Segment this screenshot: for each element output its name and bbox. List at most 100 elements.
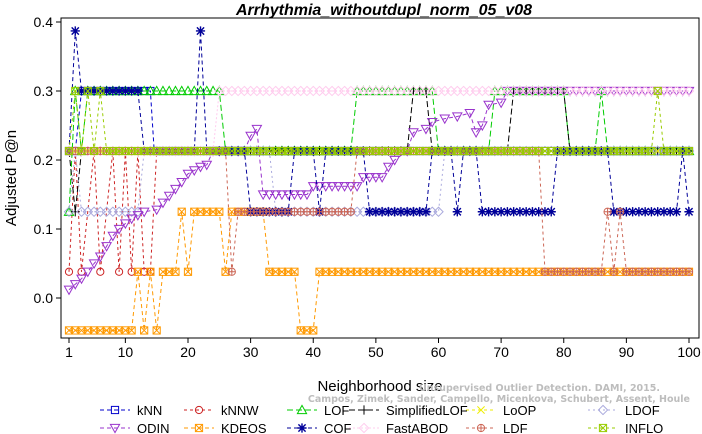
data-point [483,207,494,217]
data-point [101,242,113,252]
data-point [289,190,300,201]
legend-item: KDEOS [184,421,267,434]
data-point [382,162,394,173]
legend-label: kNNW [221,403,259,418]
data-point [377,207,387,217]
data-point [201,85,213,96]
data-point [157,198,169,209]
data-point [634,207,644,217]
data-point [621,207,631,217]
legend-item: LDOF [588,403,660,418]
legend-label: KDEOS [221,421,267,434]
series-inflo [64,86,694,156]
legend-item: FastABOD [349,421,448,434]
data-point [408,207,419,217]
series-odin [63,86,695,296]
legend-label: ODIN [137,421,170,434]
data-point [534,207,544,217]
data-point [171,267,180,276]
data-point [114,86,124,96]
legend-item: LDF [466,421,528,434]
y-axis-label: Adjusted P@n [3,130,20,226]
y-tick-label: 0.3 [34,83,54,99]
data-point [76,274,87,285]
legend-label: FastABOD [386,421,448,434]
legend-item: LoOP [466,403,536,418]
legend-label: SimplifiedLOF [386,403,468,418]
data-point [113,224,125,235]
data-point [659,207,669,217]
x-tick-label: 90 [619,344,635,360]
data-point [70,207,80,217]
data-point [63,285,75,296]
data-point [177,207,186,216]
data-point [152,326,161,335]
data-point [115,267,124,276]
data-point [684,207,694,217]
data-point [389,155,401,166]
data-point [415,207,425,217]
data-point [163,85,175,96]
data-point [201,160,213,171]
data-point [390,207,400,217]
legend-item: COF [287,421,352,434]
data-point [182,169,194,180]
data-point [157,85,169,96]
x-tick-label: 10 [118,344,134,360]
data-point [290,267,299,276]
data-point [370,173,382,183]
data-point [120,86,130,96]
data-point [502,207,512,217]
data-point [263,190,275,201]
data-point [83,86,92,96]
x-tick-label: 30 [243,344,259,360]
data-point [151,85,163,96]
data-point [88,259,100,270]
data-point [270,190,282,201]
data-point [609,267,618,276]
data-point [609,207,619,217]
data-point [470,128,482,139]
data-point [176,177,188,188]
data-point [94,252,106,263]
data-point [490,207,500,217]
data-point [365,207,375,217]
legend-label: COF [324,421,352,434]
data-point [653,207,663,217]
data-point [376,173,388,183]
data-point [127,326,136,335]
data-point [101,86,112,96]
x-tick-label: 80 [556,344,572,360]
series-line [68,150,689,213]
series-line [68,90,689,291]
data-point [182,85,194,96]
data-point [176,85,188,96]
data-point [464,85,476,97]
data-point [483,100,495,111]
data-point [170,85,181,96]
data-point [426,117,438,128]
legend-label: LDOF [625,403,660,418]
data-point [671,207,682,217]
data-point [195,162,206,173]
x-tick-label: 1 [65,344,73,360]
legend-label: kNN [137,403,162,418]
legend-label: LDF [503,421,528,434]
data-point [71,86,80,96]
data-point [452,207,462,217]
data-point [69,280,81,290]
data-point [82,267,94,278]
data-point [597,267,606,276]
data-point [195,85,206,96]
data-point [320,85,332,97]
data-point [107,231,119,242]
data-point [146,267,155,276]
data-point [64,146,74,156]
data-point [195,26,206,36]
data-point [665,207,675,217]
data-point [276,190,288,201]
data-point [451,112,463,123]
data-point [183,267,193,276]
y-tick-label: 0.4 [34,14,54,30]
data-point [96,267,105,276]
